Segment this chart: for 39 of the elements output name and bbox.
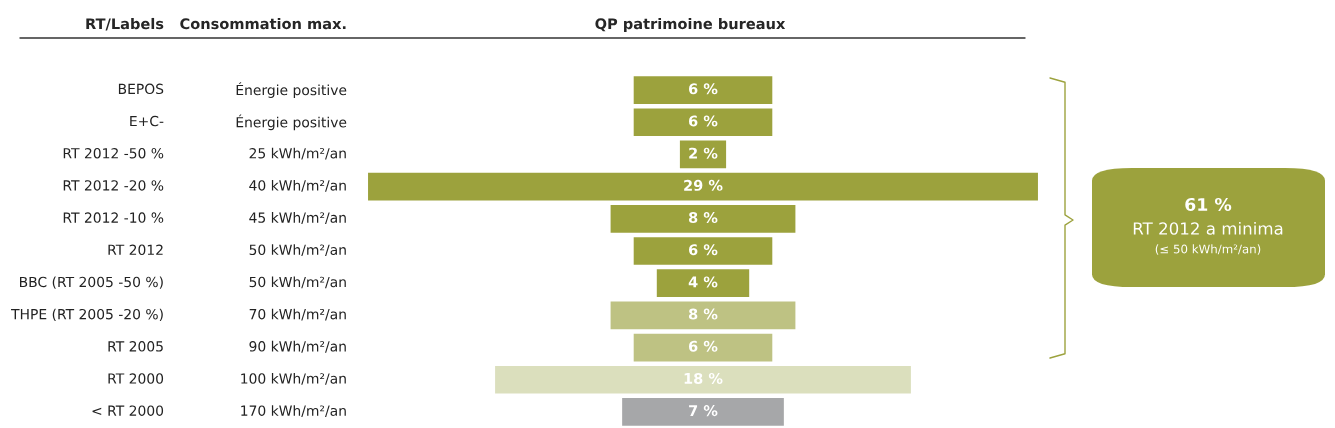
category-label: BEPOS <box>118 83 164 95</box>
category-label: 40 kWh/m²/an <box>249 179 346 192</box>
text: RT/Labels <box>86 17 164 31</box>
category-label: 100 kWh/m²/an <box>241 373 346 385</box>
category-label: RT 2012 -50 % <box>63 147 164 159</box>
text: (≤ 50 kWh/m²/an) <box>1155 244 1261 255</box>
category-label: THPE (RT 2005 -20 %) <box>11 308 163 322</box>
data-label: 7 % <box>689 405 718 417</box>
category-label: 50 kWh/m²/an <box>249 276 346 289</box>
category-label: Énergie positive <box>236 82 347 98</box>
data-label: 6 % <box>688 244 718 256</box>
category-label: E+C- <box>130 115 164 127</box>
category-label: RT 2012 <box>108 244 163 256</box>
category-label: 90 kWh/m²/an <box>249 340 346 353</box>
category-label: < RT 2000 <box>92 405 164 416</box>
text: 61 % <box>1185 197 1232 212</box>
data-label: 4 % <box>688 276 718 288</box>
category-label: 170 kWh/m²/an <box>241 405 346 418</box>
data-label: 2 % <box>689 147 718 159</box>
data-label: 6 % <box>688 115 718 127</box>
category-label: RT 2005 <box>108 341 163 352</box>
data-label: 8 % <box>688 212 718 224</box>
category-label: BBC (RT 2005 -50 %) <box>20 276 163 289</box>
data-label: 29 % <box>684 179 723 191</box>
category-label: 50 kWh/m²/an <box>249 244 346 257</box>
category-label: 70 kWh/m²/an <box>249 308 346 321</box>
text: Consommation max. <box>180 17 346 30</box>
text: QP patrimoine bureaux <box>595 17 786 33</box>
category-label: Énergie positive <box>236 114 347 131</box>
category-label: RT 2012 -20 % <box>63 180 164 191</box>
data-label: 6 % <box>688 340 718 352</box>
category-label: RT 2000 <box>108 373 164 384</box>
data-label: 18 % <box>684 372 723 384</box>
text: RT 2012 a minima <box>1133 221 1283 235</box>
data-label: 6 % <box>688 83 718 95</box>
category-label: RT 2012 -10 % <box>63 212 164 223</box>
data-label: 8 % <box>688 308 718 320</box>
category-label: 45 kWh/m²/an <box>249 212 346 224</box>
category-label: 25 kWh/m²/an <box>249 147 346 160</box>
